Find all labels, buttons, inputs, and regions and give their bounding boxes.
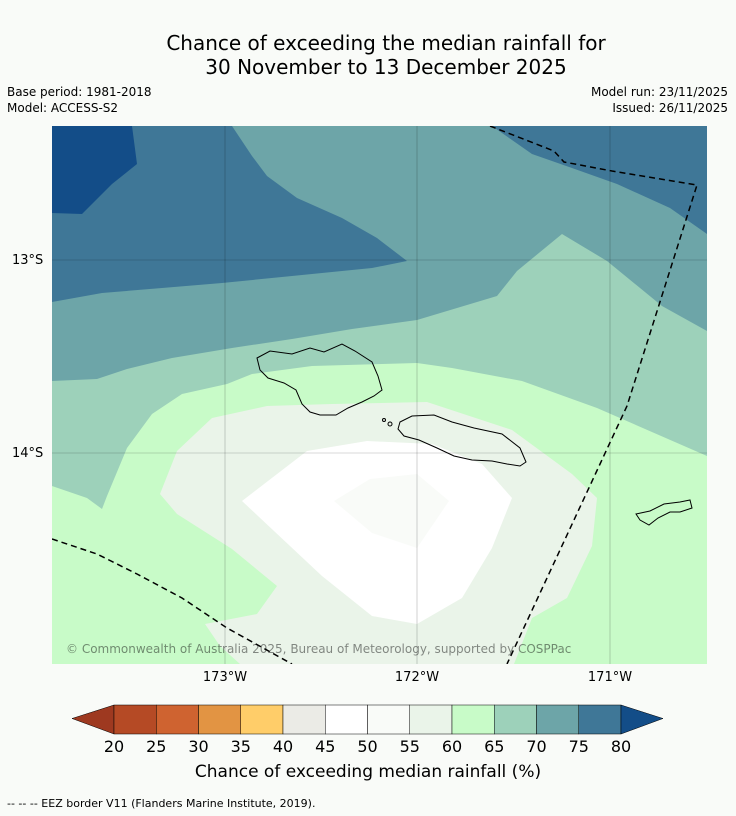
colorbar-tick-25: 25: [146, 737, 167, 756]
colorbar-extend-low: [72, 704, 115, 735]
colorbar-box-45-50: [325, 704, 368, 735]
rainfall-map[interactable]: © Commonwealth of Australia 2025, Bureau…: [52, 126, 707, 664]
meta-left: Base period: 1981-2018 Model: ACCESS-S2: [7, 84, 152, 116]
colorbar-box-75-80: [578, 704, 622, 735]
colorbar-box-30-35: [198, 704, 241, 735]
colorbar-box-25-30: [156, 704, 199, 735]
colorbar-tick-80: 80: [610, 737, 632, 756]
model-run: Model run: 23/11/2025: [590, 85, 728, 99]
colorbar-tick-40: 40: [272, 737, 294, 756]
title-line-2: 30 November to 13 December 2025: [205, 55, 567, 79]
colorbar-tick-50: 50: [357, 737, 378, 756]
chart-title: Chance of exceeding the median rainfall …: [0, 31, 736, 79]
colorbar-box-20-25: [113, 704, 157, 735]
colorbar-tick-65: 65: [484, 737, 505, 756]
band-80-plus: [52, 126, 137, 214]
eez-border-east: [489, 126, 698, 664]
colorbar-tick-20: 20: [103, 737, 125, 756]
eez-legend: -- -- -- EEZ border V11 (Flanders Marine…: [7, 797, 316, 810]
colorbar-box-40-45: [282, 704, 326, 735]
colorbar-tick-70: 70: [526, 737, 547, 756]
colorbar-tick-60: 60: [441, 737, 463, 756]
colorbar-tick-75: 75: [568, 737, 589, 756]
issued-date: Issued: 26/11/2025: [612, 101, 728, 115]
colorbar-box-65-70: [494, 704, 537, 735]
copyright-note: © Commonwealth of Australia 2025, Bureau…: [66, 642, 571, 656]
meta-right: Model run: 23/11/2025 Issued: 26/11/2025: [591, 84, 728, 116]
colorbar-tick-55: 55: [399, 737, 420, 756]
colorbar-tick-45: 45: [315, 737, 336, 756]
islands: [256, 343, 693, 526]
colorbar: [72, 704, 664, 735]
tutuila-island: [635, 499, 693, 526]
base-period: Base period: 1981-2018: [7, 85, 152, 99]
colorbar-box-50-55: [367, 704, 410, 735]
apolima-islet: [382, 418, 386, 422]
colorbar-tick-35: 35: [230, 737, 251, 756]
colorbar-extend-high: [620, 704, 664, 735]
graticule: [52, 126, 707, 664]
upolu-island: [397, 414, 527, 467]
colorbar-box-35-40: [240, 704, 284, 735]
lat-label-13s: 13°S: [12, 253, 44, 268]
savaii-island: [256, 343, 383, 416]
eez-border: [52, 126, 698, 664]
band-75-80-east: [492, 126, 707, 234]
manono-islet: [387, 421, 393, 427]
lon-label-172w: 172°W: [394, 670, 440, 685]
band-75-80-west: [52, 126, 407, 302]
colorbar-box-55-60: [409, 704, 453, 735]
lon-label-173w: 173°W: [202, 670, 248, 685]
colorbar-tick-30: 30: [188, 737, 209, 756]
title-line-1: Chance of exceeding the median rainfall …: [166, 31, 606, 55]
colorbar-box-70-75: [536, 704, 579, 735]
lat-label-14s: 14°S: [12, 446, 44, 461]
model-name: Model: ACCESS-S2: [7, 101, 119, 115]
band-45-50: [334, 474, 449, 548]
colorbar-box-60-65: [451, 704, 495, 735]
colorbar-label: Chance of exceeding median rainfall (%): [194, 762, 542, 782]
lon-label-171w: 171°W: [587, 670, 633, 685]
